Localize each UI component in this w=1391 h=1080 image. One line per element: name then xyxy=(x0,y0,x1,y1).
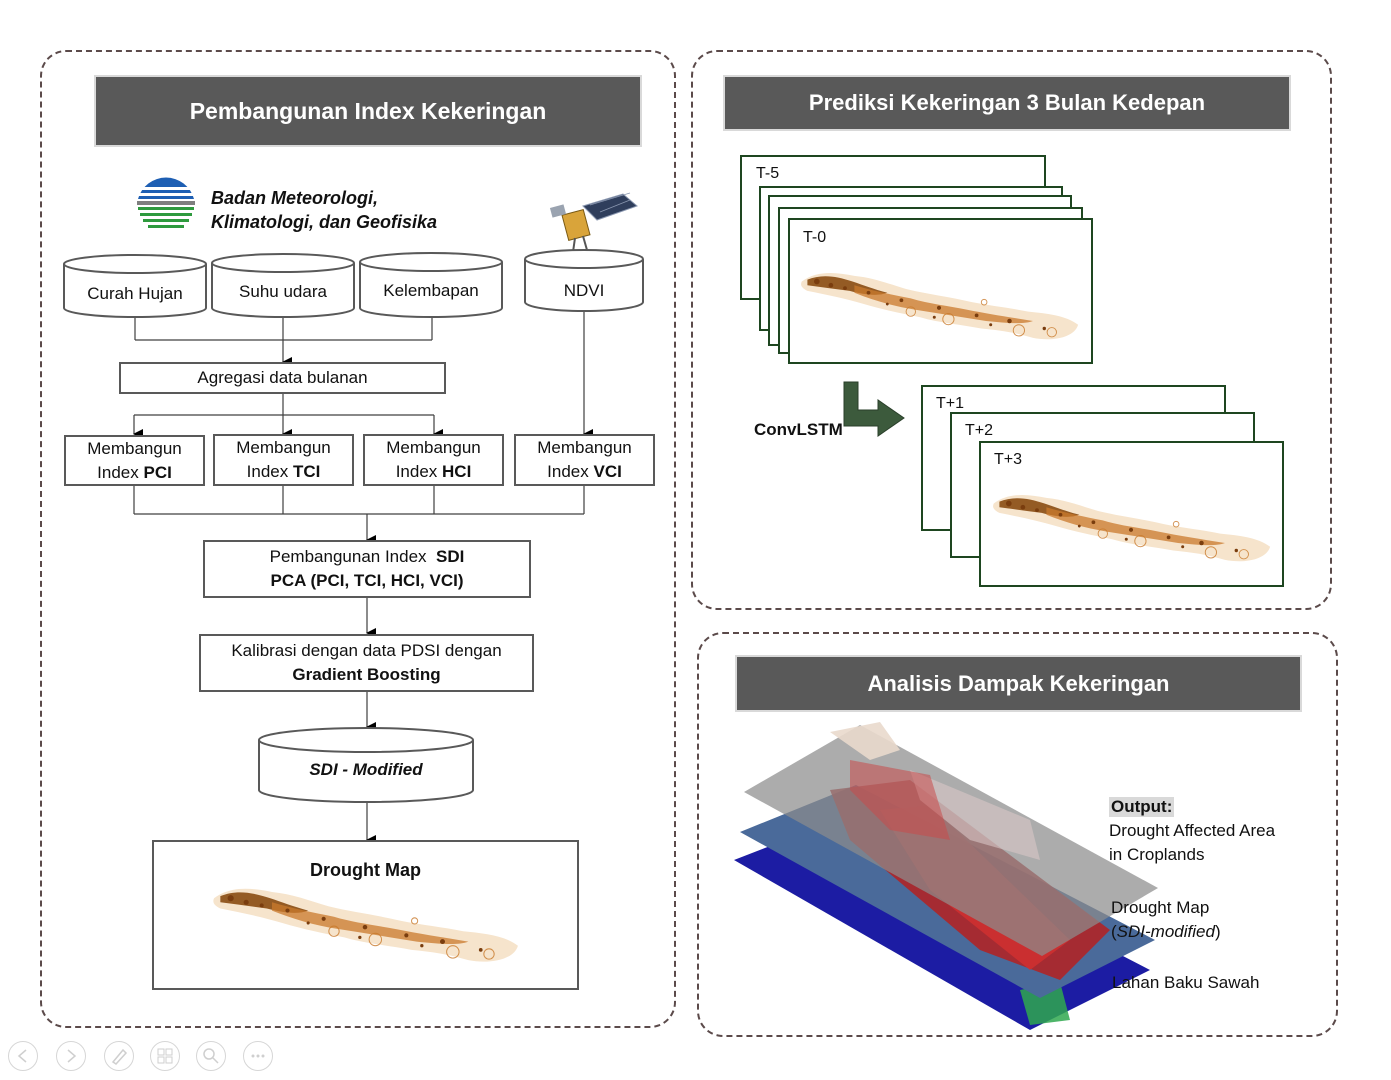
slides-icon[interactable] xyxy=(150,1041,180,1071)
sdi-building-box: Pembangunan Index SDI PCA (PCI, TCI, HCI… xyxy=(203,540,531,598)
layer-rice-field-label: Lahan Baku Sawah xyxy=(1112,973,1260,992)
input-frame-t-0 xyxy=(788,218,1093,364)
suhu-udara-cylinder xyxy=(211,263,355,318)
aggregation-label: Agregasi data bulanan xyxy=(197,368,368,387)
bmkg-logo-icon xyxy=(137,177,195,236)
zoom-icon[interactable] xyxy=(196,1041,226,1071)
drought-map-image xyxy=(212,888,519,963)
layer-drought-map-line2: (SDI-modified) xyxy=(1111,922,1221,941)
output-map-image xyxy=(992,494,1271,562)
input-last-label: T-0 xyxy=(803,229,827,246)
source-suhu-udara: Suhu udara xyxy=(239,282,327,301)
next-icon[interactable] xyxy=(56,1041,86,1071)
convlstm-arrow-icon xyxy=(843,381,905,437)
calibration-line1: Kalibrasi dengan data PDSI dengan xyxy=(231,641,502,660)
satellite-icon xyxy=(549,192,638,253)
prediction-panel xyxy=(691,50,1332,610)
impact-title: Analisis Dampak Kekeringan xyxy=(735,655,1302,712)
sdi-modified-label: SDI - Modified xyxy=(309,760,423,779)
output-label-3: T+3 xyxy=(994,451,1023,468)
aggregation-box: Agregasi data bulanan xyxy=(119,362,446,394)
calibration-box: Kalibrasi dengan data PDSI dengan Gradie… xyxy=(199,634,534,692)
output-label-2: T+2 xyxy=(965,422,994,439)
bmkg-name-line2: Klimatologi, dan Geofisika xyxy=(211,212,438,232)
ndvi-cylinder xyxy=(524,259,644,312)
index-line2: Index PCI xyxy=(97,462,172,482)
sdi-line1: Pembangunan Index SDI xyxy=(269,547,465,566)
output-layer xyxy=(744,725,1158,956)
index-line1: Membangun xyxy=(87,438,182,458)
index-vci-box: Membangun Index VCI xyxy=(514,434,655,486)
source-curah-hujan: Curah Hujan xyxy=(87,284,183,303)
index-tci-box: Membangun Index TCI xyxy=(213,434,354,486)
output-label-1: T+1 xyxy=(936,395,965,412)
output-description-line1: Drought Affected Area xyxy=(1109,821,1276,840)
index-building-panel xyxy=(40,50,676,1028)
index-hci-box: Membangun Index HCI xyxy=(363,434,504,486)
left-panel-title: Pembangunan Index Kekeringan xyxy=(94,75,642,147)
source-ndvi: NDVI xyxy=(563,281,605,300)
impact-panel xyxy=(697,632,1338,1037)
index-line2: Index TCI xyxy=(246,462,321,481)
index-pci-box: Membangun Index PCI xyxy=(64,435,205,486)
input-first-label: T-5 xyxy=(756,165,780,182)
output-label: Output: xyxy=(1109,797,1175,817)
layered-maps-illustration xyxy=(734,722,1158,1030)
output-description-line2: in Croplands xyxy=(1109,845,1205,864)
more-icon[interactable] xyxy=(243,1041,273,1071)
sdi-modified-cylinder xyxy=(258,740,474,803)
bmkg-name-line1: Badan Meteorologi, xyxy=(211,188,379,208)
kelembapan-cylinder xyxy=(359,262,503,318)
drought-map-title: Drought Map xyxy=(310,860,421,880)
source-kelembapan: Kelembapan xyxy=(383,281,479,300)
index-line2: Index VCI xyxy=(547,462,622,481)
input-map-image xyxy=(800,272,1079,340)
prev-icon[interactable] xyxy=(8,1041,38,1071)
model-label: ConvLSTM xyxy=(754,420,843,439)
layer-drought-map-line1: Drought Map xyxy=(1111,898,1210,917)
pen-icon[interactable] xyxy=(104,1041,134,1071)
sdi-line2: PCA (PCI, TCI, HCI, VCI) xyxy=(270,571,464,590)
index-line1: Membangun xyxy=(236,438,331,457)
prediction-title: Prediksi Kekeringan 3 Bulan Kedepan xyxy=(723,75,1291,131)
calibration-line2: Gradient Boosting xyxy=(292,665,441,684)
index-line1: Membangun xyxy=(386,438,481,457)
curah-hujan-cylinder xyxy=(63,264,207,318)
index-line1: Membangun xyxy=(537,438,632,457)
index-line2: Index HCI xyxy=(395,462,472,481)
